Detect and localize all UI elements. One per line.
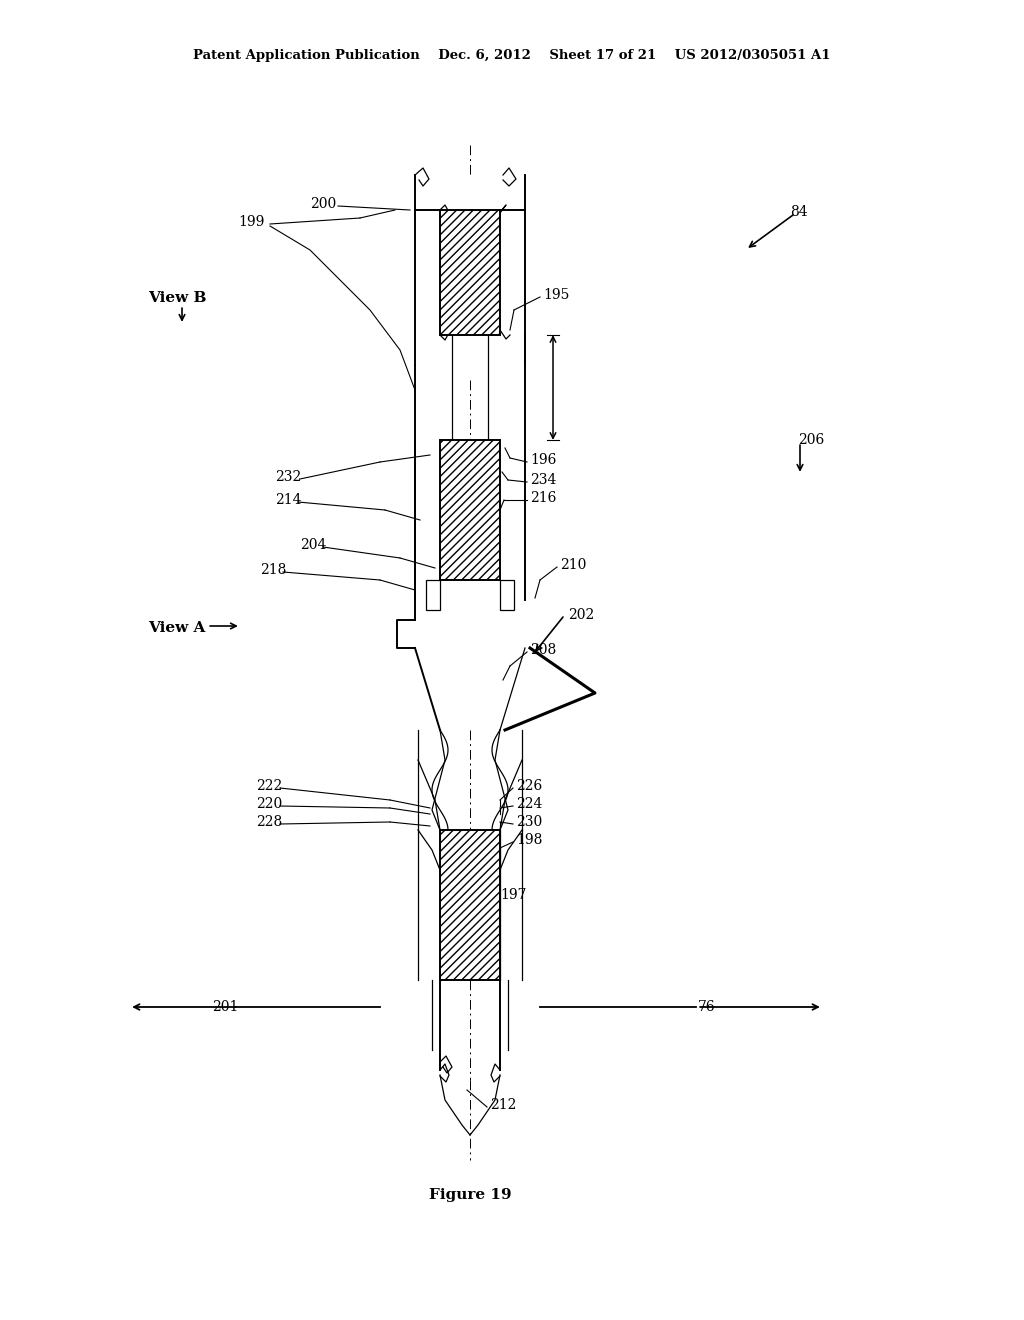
- Text: 218: 218: [260, 564, 287, 577]
- Bar: [440, 440, 500, 579]
- Bar: [500, 579, 514, 610]
- Text: 226: 226: [516, 779, 543, 793]
- Text: 216: 216: [530, 491, 556, 506]
- Text: 76: 76: [698, 1001, 716, 1014]
- Text: 214: 214: [275, 492, 301, 507]
- Text: 212: 212: [490, 1098, 516, 1111]
- Text: 197: 197: [500, 888, 526, 902]
- Bar: [440, 210, 500, 335]
- Text: 224: 224: [516, 797, 543, 810]
- Text: View B: View B: [148, 290, 207, 305]
- Text: 232: 232: [275, 470, 301, 484]
- Bar: [440, 830, 500, 979]
- Text: 199: 199: [238, 215, 264, 228]
- Text: 195: 195: [543, 288, 569, 302]
- Text: 196: 196: [530, 453, 556, 467]
- Bar: [440, 830, 500, 979]
- Text: 234: 234: [530, 473, 556, 487]
- Text: 198: 198: [516, 833, 543, 847]
- Text: Figure 19: Figure 19: [429, 1188, 511, 1203]
- Text: 84: 84: [790, 205, 808, 219]
- Text: 202: 202: [568, 609, 594, 622]
- Text: View A: View A: [148, 620, 206, 635]
- Bar: [440, 440, 500, 579]
- Text: 204: 204: [300, 539, 327, 552]
- Text: 220: 220: [256, 797, 283, 810]
- Text: Patent Application Publication    Dec. 6, 2012    Sheet 17 of 21    US 2012/0305: Patent Application Publication Dec. 6, 2…: [194, 49, 830, 62]
- Bar: [426, 579, 440, 610]
- Bar: [440, 210, 500, 335]
- Text: 230: 230: [516, 814, 543, 829]
- Text: 201: 201: [212, 1001, 239, 1014]
- Text: 200: 200: [310, 197, 336, 211]
- Text: 210: 210: [560, 558, 587, 572]
- Text: 206: 206: [798, 433, 824, 447]
- Text: 208: 208: [530, 643, 556, 657]
- Text: 222: 222: [256, 779, 283, 793]
- Text: 228: 228: [256, 814, 283, 829]
